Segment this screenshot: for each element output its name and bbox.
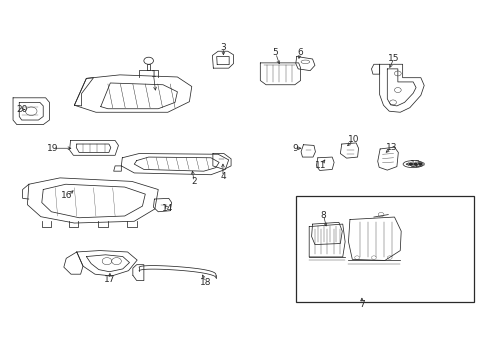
Text: 2: 2 xyxy=(191,177,197,186)
Text: 17: 17 xyxy=(103,275,115,284)
Text: 3: 3 xyxy=(220,43,226,52)
Text: 19: 19 xyxy=(47,144,59,153)
Text: 4: 4 xyxy=(220,172,225,181)
Text: 16: 16 xyxy=(61,192,73,201)
Bar xyxy=(296,196,472,302)
Text: 11: 11 xyxy=(315,161,326,170)
Circle shape xyxy=(408,163,411,165)
Text: 18: 18 xyxy=(199,278,210,287)
Text: 10: 10 xyxy=(347,135,359,144)
Text: 9: 9 xyxy=(291,144,297,153)
Text: 13: 13 xyxy=(386,143,397,152)
Text: 20: 20 xyxy=(16,105,27,114)
Text: 7: 7 xyxy=(358,300,364,309)
Circle shape xyxy=(418,163,421,165)
Text: 14: 14 xyxy=(162,204,173,213)
Text: 1: 1 xyxy=(150,70,156,79)
Text: 5: 5 xyxy=(272,49,278,58)
Circle shape xyxy=(413,163,416,165)
Text: 15: 15 xyxy=(387,54,399,63)
Text: 6: 6 xyxy=(297,49,303,58)
Text: 12: 12 xyxy=(409,159,420,168)
Text: 8: 8 xyxy=(320,211,326,220)
